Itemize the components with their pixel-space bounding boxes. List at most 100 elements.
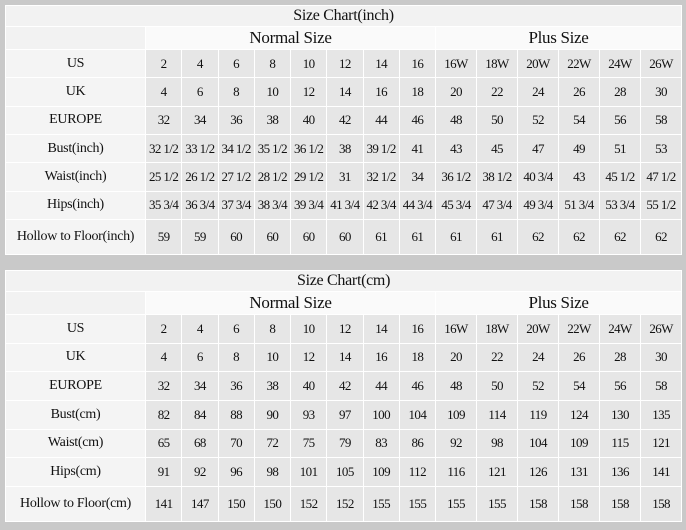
table-cell: 22 bbox=[476, 342, 518, 373]
table-cell: 38 3/4 bbox=[253, 190, 292, 221]
blank-cell bbox=[5, 26, 146, 50]
chart-title: Size Chart(cm) bbox=[4, 270, 683, 292]
table-cell: 8 bbox=[253, 48, 292, 79]
table-row: EUROPE 32 34 36 38 40 42 44 46 48 50 52 54 56 58 bbox=[5, 371, 683, 401]
table-cell: 114 bbox=[476, 399, 518, 430]
table-row: EUROPE 32 34 36 38 40 42 44 46 48 50 52 54 56 58 bbox=[5, 105, 683, 135]
table-cell: 14 bbox=[326, 342, 364, 373]
table-cell: 20W bbox=[517, 314, 559, 344]
table-row: UK 4 6 8 10 12 14 16 18 20 22 24 26 28 30 bbox=[5, 342, 683, 373]
table-cell: 18W bbox=[476, 314, 518, 344]
table-row: Waist(cm) 65 68 70 72 75 79 83 86 92 98 104 109 115 12… bbox=[5, 428, 683, 459]
table-cell: 34 1/2 bbox=[217, 133, 255, 164]
table-cell: 22 bbox=[476, 77, 518, 107]
row-label: US bbox=[5, 314, 146, 344]
row-label: Waist(cm) bbox=[5, 428, 146, 459]
table-cell: 32 bbox=[144, 105, 183, 135]
table-cell: 97 bbox=[326, 399, 364, 430]
table-cell: 45 1/2 bbox=[599, 162, 641, 192]
table-cell: 135 bbox=[639, 399, 683, 430]
group-normal-size: Normal Size bbox=[145, 26, 436, 50]
table-cell: 60 bbox=[217, 219, 255, 255]
group-plus-size: Plus Size bbox=[434, 291, 683, 315]
table-cell: 32 1/2 bbox=[362, 162, 400, 192]
table-cell: 8 bbox=[253, 314, 292, 344]
table-cell: 8 bbox=[217, 77, 255, 107]
table-row: Hollow to Floor(cm) 141 147 150 150 152 152 155… bbox=[5, 486, 683, 522]
table-cell: 36 1/2 bbox=[435, 162, 477, 192]
table-cell: 98 bbox=[253, 457, 292, 487]
table-cell: 26W bbox=[639, 314, 683, 344]
blank-cell bbox=[5, 291, 146, 315]
table-cell: 98 bbox=[476, 428, 518, 459]
table-cell: 88 bbox=[217, 399, 255, 430]
table-cell: 4 bbox=[144, 342, 183, 373]
table-cell: 59 bbox=[144, 219, 183, 255]
table-cell: 26 1/2 bbox=[181, 162, 219, 192]
table-cell: 16W bbox=[435, 314, 477, 344]
table-cell: 10 bbox=[289, 48, 328, 79]
table-cell: 60 bbox=[253, 219, 292, 255]
table-cell: 47 bbox=[517, 133, 559, 164]
table-cell: 105 bbox=[326, 457, 364, 487]
table-cell: 39 1/2 bbox=[362, 133, 400, 164]
table-cell: 18 bbox=[398, 342, 437, 373]
table-cell: 53 3/4 bbox=[599, 190, 641, 221]
table-cell: 141 bbox=[144, 486, 183, 522]
table-row: Hollow to Floor(inch) 59 59 60 60 60 60 61 61 61 6… bbox=[5, 219, 683, 255]
table-cell: 38 bbox=[253, 105, 292, 135]
table-cell: 62 bbox=[599, 219, 641, 255]
table-cell: 124 bbox=[558, 399, 600, 430]
table-cell: 38 bbox=[326, 133, 364, 164]
row-label: Bust(inch) bbox=[5, 133, 146, 164]
table-cell: 119 bbox=[517, 399, 559, 430]
table-cell: 155 bbox=[398, 486, 437, 522]
table-cell: 2 bbox=[144, 48, 183, 79]
table-cell: 40 bbox=[289, 105, 328, 135]
table-cell: 36 1/2 bbox=[289, 133, 328, 164]
table-cell: 84 bbox=[181, 399, 219, 430]
table-cell: 18W bbox=[476, 48, 518, 79]
table-cell: 45 bbox=[476, 133, 518, 164]
row-label: Waist(inch) bbox=[5, 162, 146, 192]
table-cell: 20W bbox=[517, 48, 559, 79]
table-cell: 150 bbox=[217, 486, 255, 522]
table-cell: 61 bbox=[476, 219, 518, 255]
table-cell: 18 bbox=[398, 77, 437, 107]
table-cell: 91 bbox=[144, 457, 183, 487]
table-cell: 28 bbox=[599, 77, 641, 107]
table-cell: 25 1/2 bbox=[144, 162, 183, 192]
table-cell: 22W bbox=[558, 48, 600, 79]
row-label: UK bbox=[5, 77, 146, 107]
table-cell: 24 bbox=[517, 77, 559, 107]
table-cell: 47 1/2 bbox=[639, 162, 683, 192]
table-cell: 54 bbox=[558, 105, 600, 135]
table-cell: 147 bbox=[181, 486, 219, 522]
table-cell: 12 bbox=[326, 314, 364, 344]
table-row: UK 4 6 8 10 12 14 16 18 20 22 24 26 28 30 bbox=[5, 77, 683, 107]
table-cell: 75 bbox=[289, 428, 328, 459]
row-label: Bust(cm) bbox=[5, 399, 146, 430]
size-chart-cm: Size Chart(cm) Normal Size Plus Size US 2 4 6 8… bbox=[4, 270, 683, 522]
table-cell: 14 bbox=[326, 77, 364, 107]
table-cell: 2 bbox=[144, 314, 183, 344]
table-cell: 10 bbox=[289, 314, 328, 344]
table-cell: 72 bbox=[253, 428, 292, 459]
table-cell: 10 bbox=[253, 342, 292, 373]
table-cell: 43 bbox=[435, 133, 477, 164]
table-cell: 62 bbox=[517, 219, 559, 255]
table-cell: 158 bbox=[639, 486, 683, 522]
table-row: US 2 4 6 8 10 12 14 16 16W 18W 20W 22W 24W 26W bbox=[5, 48, 683, 79]
table-cell: 31 bbox=[326, 162, 364, 192]
table-cell: 12 bbox=[289, 342, 328, 373]
row-label: Hips(cm) bbox=[5, 457, 146, 487]
table-cell: 40 bbox=[289, 371, 328, 401]
table-cell: 56 bbox=[599, 105, 641, 135]
table-cell: 28 1/2 bbox=[253, 162, 292, 192]
table-cell: 126 bbox=[517, 457, 559, 487]
table-cell: 48 bbox=[435, 105, 477, 135]
table-cell: 150 bbox=[253, 486, 292, 522]
table-cell: 20 bbox=[435, 77, 477, 107]
table-cell: 35 1/2 bbox=[253, 133, 292, 164]
table-cell: 55 1/2 bbox=[639, 190, 683, 221]
